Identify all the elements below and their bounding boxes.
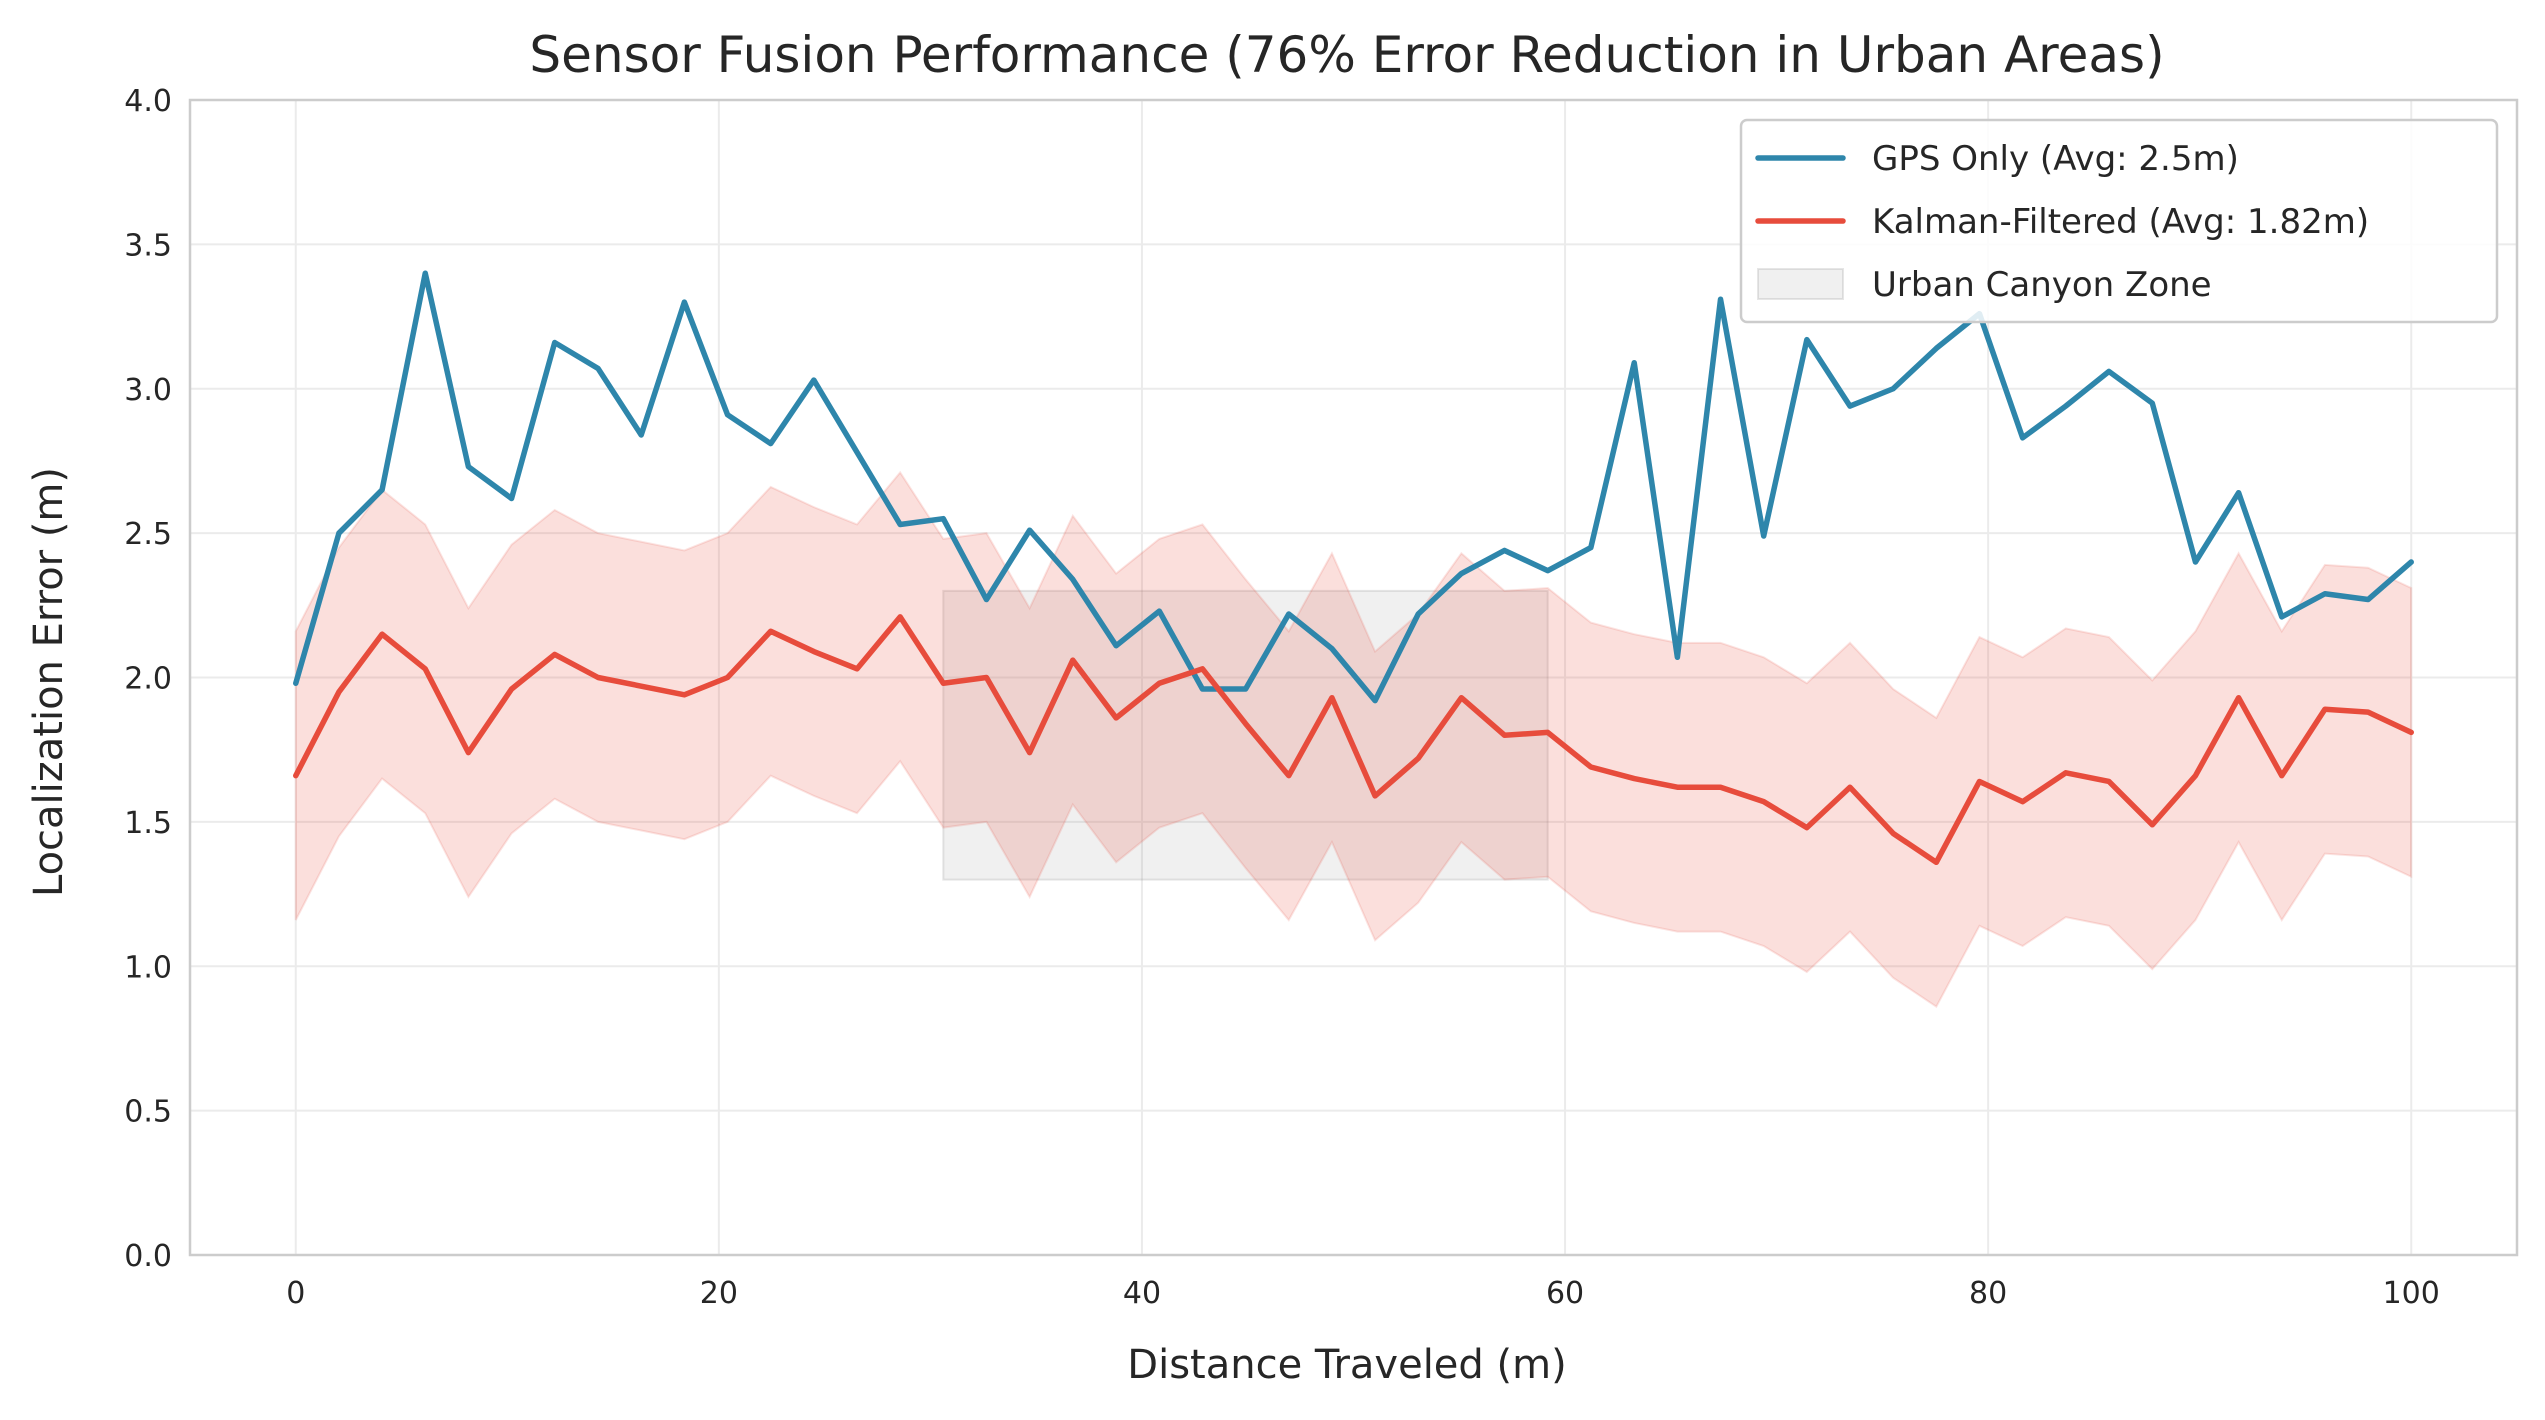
kalman-confidence-band <box>294 470 2413 1009</box>
legend-item-urban-canyon-zone: Urban Canyon Zone <box>1757 265 2212 305</box>
y-tick-label: 4.0 <box>124 84 172 119</box>
plot-frame <box>188 98 2519 1257</box>
x-tick-label: 80 <box>1969 1276 2007 1311</box>
confidence-band-layer <box>294 470 2413 1009</box>
legend-item-gps-only: GPS Only (Avg: 2.5m) <box>1755 139 2239 179</box>
y-tick-label: 2.0 <box>124 662 172 697</box>
y-tick-label: 0.0 <box>124 1239 172 1274</box>
y-tick-label: 3.5 <box>124 228 172 263</box>
series-layer <box>293 270 2414 866</box>
gps-only-line <box>293 270 2414 704</box>
legend-box <box>1739 118 2499 324</box>
axes-layer <box>188 98 2519 1257</box>
x-tick-label: 100 <box>2383 1276 2440 1311</box>
x-tick-label: 20 <box>700 1276 738 1311</box>
legend-label: Kalman-Filtered (Avg: 1.82m) <box>1872 202 2369 242</box>
y-tick-label: 1.5 <box>124 806 172 841</box>
x-tick-label: 40 <box>1123 1276 1161 1311</box>
chart-title: Sensor Fusion Performance (76% Error Red… <box>529 26 2164 84</box>
x-axis-label: Distance Traveled (m) <box>1127 1342 1566 1388</box>
y-axis-label: Localization Error (m) <box>26 467 72 897</box>
x-tick-label: 60 <box>1546 1276 1584 1311</box>
y-tick-label: 2.5 <box>124 517 172 552</box>
urban-canyon-zone <box>942 589 1549 881</box>
ticks-layer: 0 20 40 60 80 100 0.0 0.5 1.0 1.5 2.0 2.5 3.0 3.5 4.0 <box>124 84 2440 1311</box>
legend-label: Urban Canyon Zone <box>1872 265 2212 305</box>
y-tick-label: 0.5 <box>124 1095 172 1130</box>
x-tick-label: 0 <box>286 1276 305 1311</box>
y-tick-label: 3.0 <box>124 373 172 408</box>
y-tick-label: 1.0 <box>124 950 172 985</box>
legend: GPS Only (Avg: 2.5m) Kalman-Filtered (Avg… <box>1739 118 2499 324</box>
legend-swatch <box>1757 268 1844 300</box>
kalman-filtered-line <box>293 614 2414 866</box>
legend-label: GPS Only (Avg: 2.5m) <box>1872 139 2239 179</box>
legend-item-kalman-filtered: Kalman-Filtered (Avg: 1.82m) <box>1755 202 2369 242</box>
urban-canyon-zone-layer <box>942 589 1549 881</box>
